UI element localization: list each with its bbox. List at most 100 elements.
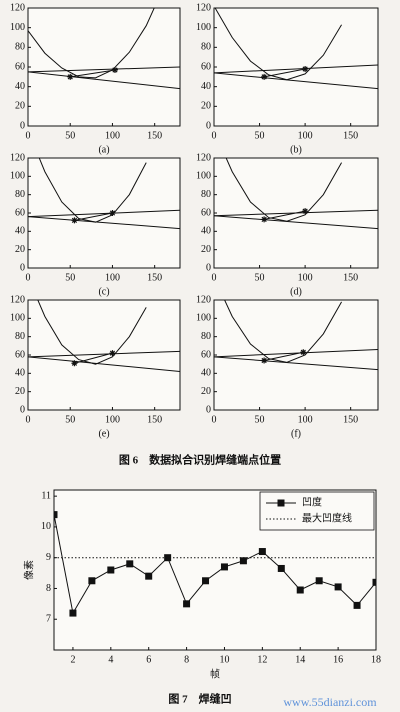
figure-caption: 图 7 焊缝凹: [168, 692, 231, 706]
data-point: [239, 557, 247, 565]
y-tick-label: 60: [15, 207, 25, 218]
data-point: [109, 210, 116, 216]
x-tick-label: 50: [255, 272, 265, 283]
plot-frame: [27, 7, 181, 127]
series-line: [70, 69, 116, 78]
y-tick-label: 40: [201, 368, 211, 379]
series-line: [214, 72, 378, 90]
x-tick-label: 100: [298, 130, 313, 141]
y-tick-label: 100: [10, 171, 25, 182]
y-tick-label: 40: [201, 226, 211, 237]
series-line: [264, 210, 306, 220]
x-tick-label: 150: [147, 272, 162, 283]
y-tick-label: 0: [20, 262, 25, 273]
watermark: www.55dianzi.com: [283, 695, 377, 709]
figure-caption: 图 6 数据拟合识别焊缝端点位置: [119, 453, 281, 467]
x-tick-label: 0: [212, 414, 217, 425]
data-point: [109, 350, 116, 357]
data-point: [145, 572, 153, 580]
series-line: [264, 351, 304, 361]
x-tick-label: 18: [371, 654, 381, 665]
y-tick-label: 80: [15, 189, 25, 200]
y-tick-label: 0: [206, 262, 211, 273]
y-tick-label: 0: [20, 404, 25, 415]
data-point: [353, 601, 361, 609]
series-line: [38, 158, 147, 223]
subplot-caption: (b): [290, 144, 302, 155]
data-point: [54, 511, 58, 519]
y-tick-label: 80: [15, 331, 25, 342]
y-tick-label: 0: [20, 120, 25, 131]
data-point: [111, 66, 118, 73]
data-point: [69, 609, 77, 617]
x-tick-label: 50: [65, 272, 75, 283]
x-tick-label: 4: [108, 654, 113, 665]
series-line: [74, 212, 113, 221]
data-point: [277, 564, 285, 572]
y-tick-label: 20: [201, 101, 211, 112]
y-tick-label: 100: [196, 313, 211, 324]
data-point: [88, 577, 96, 585]
y-tick-label: 10: [41, 521, 51, 532]
y-axis-label: 像素: [22, 560, 35, 580]
y-tick-label: 100: [196, 22, 211, 33]
legend-label: 最大凹度线: [302, 511, 352, 524]
plot-frame: [213, 299, 379, 411]
series-line: [224, 300, 342, 363]
x-tick-label: 100: [105, 272, 120, 283]
y-tick-label: 60: [201, 349, 211, 360]
y-tick-label: 20: [201, 244, 211, 255]
y-tick-label: 120: [10, 294, 25, 305]
data-point: [202, 577, 210, 585]
series-line: [214, 64, 378, 74]
y-tick-label: 120: [10, 152, 25, 163]
x-tick-label: 8: [184, 654, 189, 665]
x-tick-label: 0: [26, 130, 31, 141]
series-line: [28, 209, 180, 218]
x-tick-label: 50: [255, 130, 265, 141]
y-tick-label: 20: [15, 101, 25, 112]
x-tick-label: 150: [147, 414, 162, 425]
subplot-caption: (f): [291, 428, 301, 439]
data-point: [315, 577, 323, 585]
subplot-caption: (c): [98, 286, 109, 297]
y-tick-label: 40: [15, 368, 25, 379]
x-tick-label: 16: [333, 654, 343, 665]
y-tick-label: 80: [15, 42, 25, 53]
data-point: [261, 357, 268, 364]
plot-area: [28, 8, 180, 90]
plot-frame: [213, 7, 379, 127]
y-tick-label: 40: [15, 81, 25, 92]
y-tick-label: 100: [10, 22, 25, 33]
series-line: [214, 215, 378, 230]
plot-area: [214, 8, 378, 90]
subplot-caption: (e): [98, 428, 109, 439]
y-tick-label: 100: [196, 171, 211, 182]
x-tick-label: 12: [257, 654, 267, 665]
x-tick-label: 50: [65, 414, 75, 425]
x-tick-label: 100: [298, 414, 313, 425]
data-point: [372, 578, 376, 586]
x-tick-label: 0: [26, 414, 31, 425]
x-tick-label: 50: [255, 414, 265, 425]
data-point: [71, 217, 78, 224]
legend-label: 凹度: [302, 495, 322, 508]
data-point: [71, 360, 78, 367]
data-point: [296, 586, 304, 594]
plot-area: [28, 158, 180, 230]
y-tick-label: 20: [15, 386, 25, 397]
y-tick-label: 20: [201, 386, 211, 397]
x-tick-label: 14: [295, 654, 305, 665]
y-tick-label: 60: [201, 207, 211, 218]
data-point: [164, 554, 172, 562]
y-tick-label: 8: [46, 583, 51, 594]
subplot-caption: (a): [98, 144, 109, 155]
data-point: [126, 560, 134, 568]
series-line: [28, 66, 180, 73]
x-tick-label: 2: [70, 654, 75, 665]
series-line: [264, 68, 306, 78]
plot-area: [54, 511, 376, 617]
series-line: [28, 350, 180, 358]
data-point: [183, 600, 191, 608]
